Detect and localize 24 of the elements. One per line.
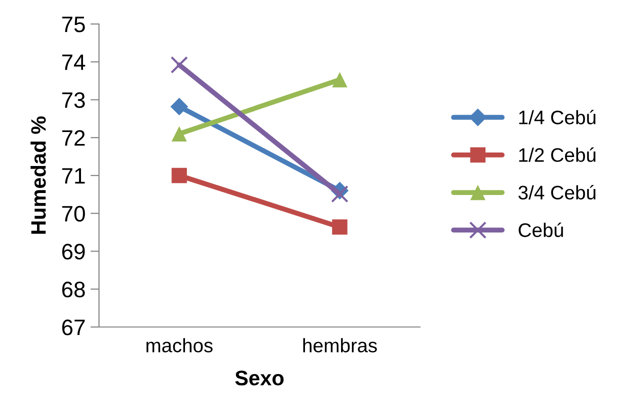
y-tick-label: 71: [62, 168, 85, 184]
legend-label: 3/4 Cebú: [518, 184, 596, 200]
y-tick-label: 75: [62, 16, 85, 32]
legend-label: 1/2 Cebú: [519, 147, 596, 162]
x-axis-title: Sexo: [235, 370, 284, 386]
y-tick-label: 73: [62, 92, 85, 108]
point: [172, 126, 187, 142]
y-tick-label: 69: [62, 244, 85, 260]
y-tick-label: 74: [62, 54, 86, 70]
y-tick-label: 67: [62, 320, 85, 336]
point: [331, 185, 348, 203]
y-axis-title: Humedad %: [30, 116, 46, 234]
y-tick-label: 72: [62, 130, 85, 146]
y-tick-label: 70: [62, 206, 85, 222]
point: [172, 168, 187, 184]
point: [170, 98, 188, 116]
point: [332, 219, 348, 235]
point: [332, 72, 348, 88]
point: [170, 56, 188, 74]
x-tick-label: hembras: [303, 338, 377, 352]
legend-label: 1/4 Cebú: [519, 110, 596, 124]
x-tick-label: machos: [146, 338, 213, 352]
y-tick-label: 68: [62, 282, 85, 298]
legend-label: Cebú: [518, 222, 563, 238]
